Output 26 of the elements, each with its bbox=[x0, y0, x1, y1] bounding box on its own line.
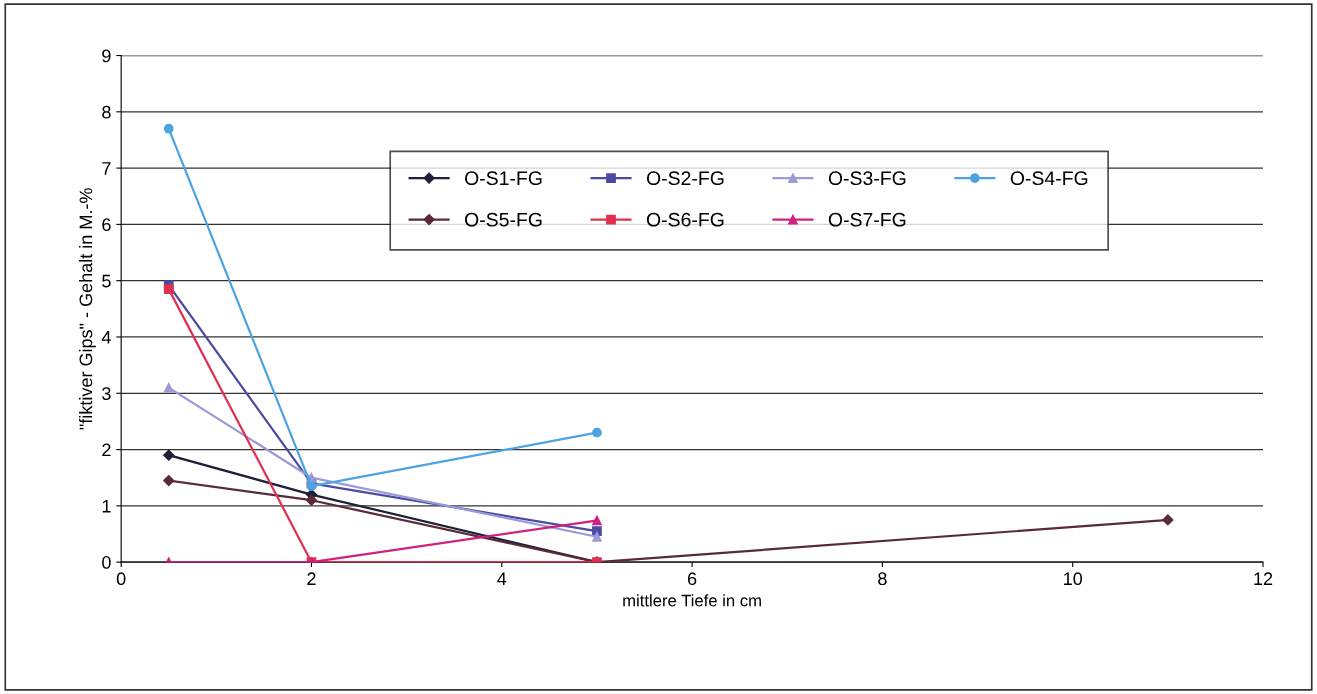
x-tick-label: 0 bbox=[116, 572, 126, 586]
y-tick-label: 3 bbox=[102, 387, 111, 400]
y-tick-label: 9 bbox=[102, 49, 111, 63]
legend-label: O-S6-FG bbox=[646, 212, 724, 227]
legend-label: O-S4-FG bbox=[1010, 171, 1088, 186]
legend-label: O-S2-FG bbox=[646, 171, 724, 186]
x-tick-label: 8 bbox=[878, 572, 887, 586]
x-tick-label: 2 bbox=[307, 572, 316, 585]
legend-label: O-S7-FG bbox=[828, 212, 906, 227]
y-tick-label: 7 bbox=[102, 162, 111, 175]
x-tick-label: 10 bbox=[1064, 572, 1083, 586]
x-tick-label: 6 bbox=[687, 572, 697, 586]
y-tick-label: 0 bbox=[102, 556, 111, 569]
y-axis-title: "fiktiver Gips" - Gehalt in M.-% bbox=[79, 188, 96, 430]
x-tick-label: 12 bbox=[1254, 572, 1273, 585]
y-tick-label: 1 bbox=[102, 499, 111, 513]
y-tick-label: 8 bbox=[102, 105, 111, 119]
y-tick-label: 4 bbox=[101, 331, 111, 344]
legend-label: O-S1-FG bbox=[465, 171, 542, 186]
legend-label: O-S3-FG bbox=[828, 171, 906, 186]
y-tick-label: 5 bbox=[102, 274, 111, 288]
x-axis-title: mittlere Tiefe in cm bbox=[623, 594, 761, 607]
y-tick-label: 2 bbox=[102, 443, 111, 457]
y-tick-label: 6 bbox=[102, 218, 111, 232]
x-tick-label: 4 bbox=[497, 572, 507, 585]
legend-label: O-S5-FG bbox=[465, 212, 542, 227]
